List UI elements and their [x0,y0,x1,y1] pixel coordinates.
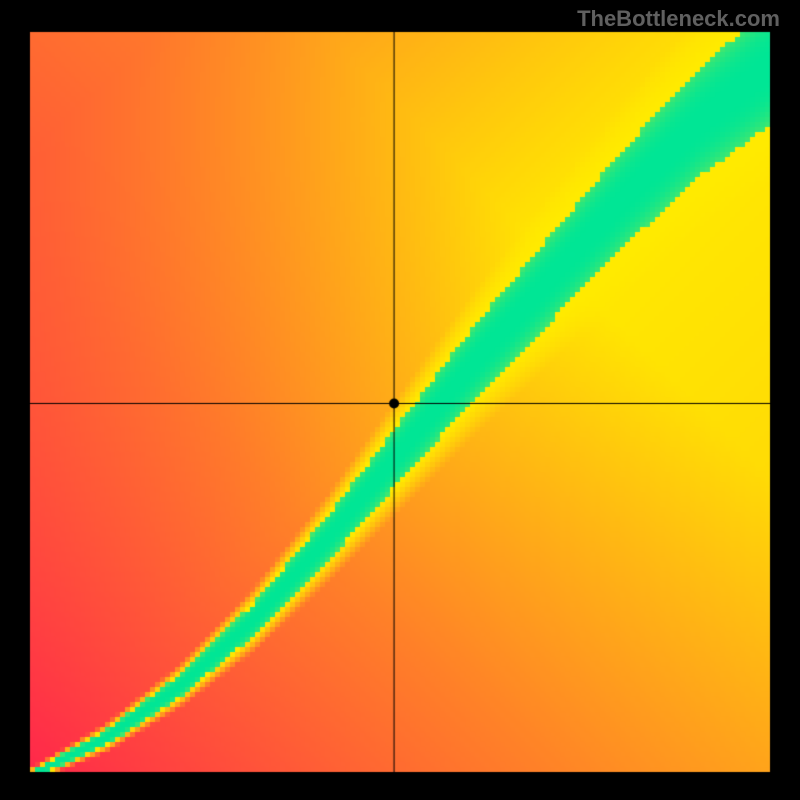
watermark-text: TheBottleneck.com [577,6,780,32]
heatmap-canvas [0,0,800,800]
chart-container: TheBottleneck.com [0,0,800,800]
